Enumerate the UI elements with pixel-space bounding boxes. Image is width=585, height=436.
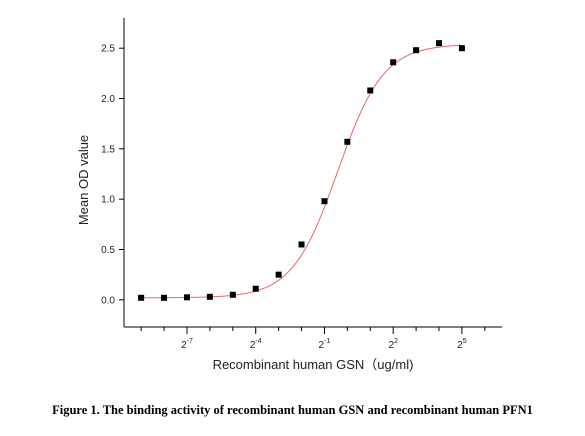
data-point <box>413 47 420 54</box>
x-tick-label: 2-7 <box>181 338 193 351</box>
data-point <box>298 241 305 248</box>
data-point <box>436 40 442 47</box>
data-points <box>138 40 465 301</box>
y-tick-label: 0.5 <box>101 245 115 256</box>
data-point <box>183 294 190 301</box>
data-point <box>161 294 168 301</box>
y-tick-label: 1.5 <box>101 144 115 155</box>
figure-caption: Figure 1. The binding activity of recomb… <box>52 403 533 417</box>
data-point <box>390 59 397 66</box>
data-point <box>252 285 259 292</box>
data-point <box>206 293 213 300</box>
data-point <box>229 291 236 298</box>
axes <box>123 18 502 328</box>
y-ticks: 0.0 0.5 1.0 1.5 2.0 2.5 <box>101 44 124 306</box>
data-point <box>344 138 351 145</box>
data-point <box>138 294 145 301</box>
y-tick-label: 2.0 <box>101 94 115 105</box>
x-tick-label: 2-4 <box>250 338 262 351</box>
data-point <box>458 45 465 52</box>
data-point <box>367 87 374 94</box>
fit-curve <box>141 44 462 299</box>
binding-activity-chart: 0.0 0.5 1.0 1.5 2.0 2.5 2-7 2-4 2-1 22 25 Recombi… <box>76 18 502 372</box>
x-tick-label: 25 <box>457 338 467 351</box>
y-tick-label: 1.0 <box>101 195 115 206</box>
data-point <box>275 271 282 278</box>
y-tick-label: 0.0 <box>101 295 115 306</box>
y-tick-label: 2.5 <box>101 44 115 55</box>
x-axis-title: Recombinant human GSN（ug/ml) <box>213 357 414 372</box>
x-tick-label: 2-1 <box>319 338 331 351</box>
x-tick-label: 22 <box>388 338 398 351</box>
data-point <box>321 198 328 205</box>
y-axis-title: Mean OD value <box>76 135 91 225</box>
x-ticks: 2-7 2-4 2-1 22 25 <box>140 327 486 351</box>
